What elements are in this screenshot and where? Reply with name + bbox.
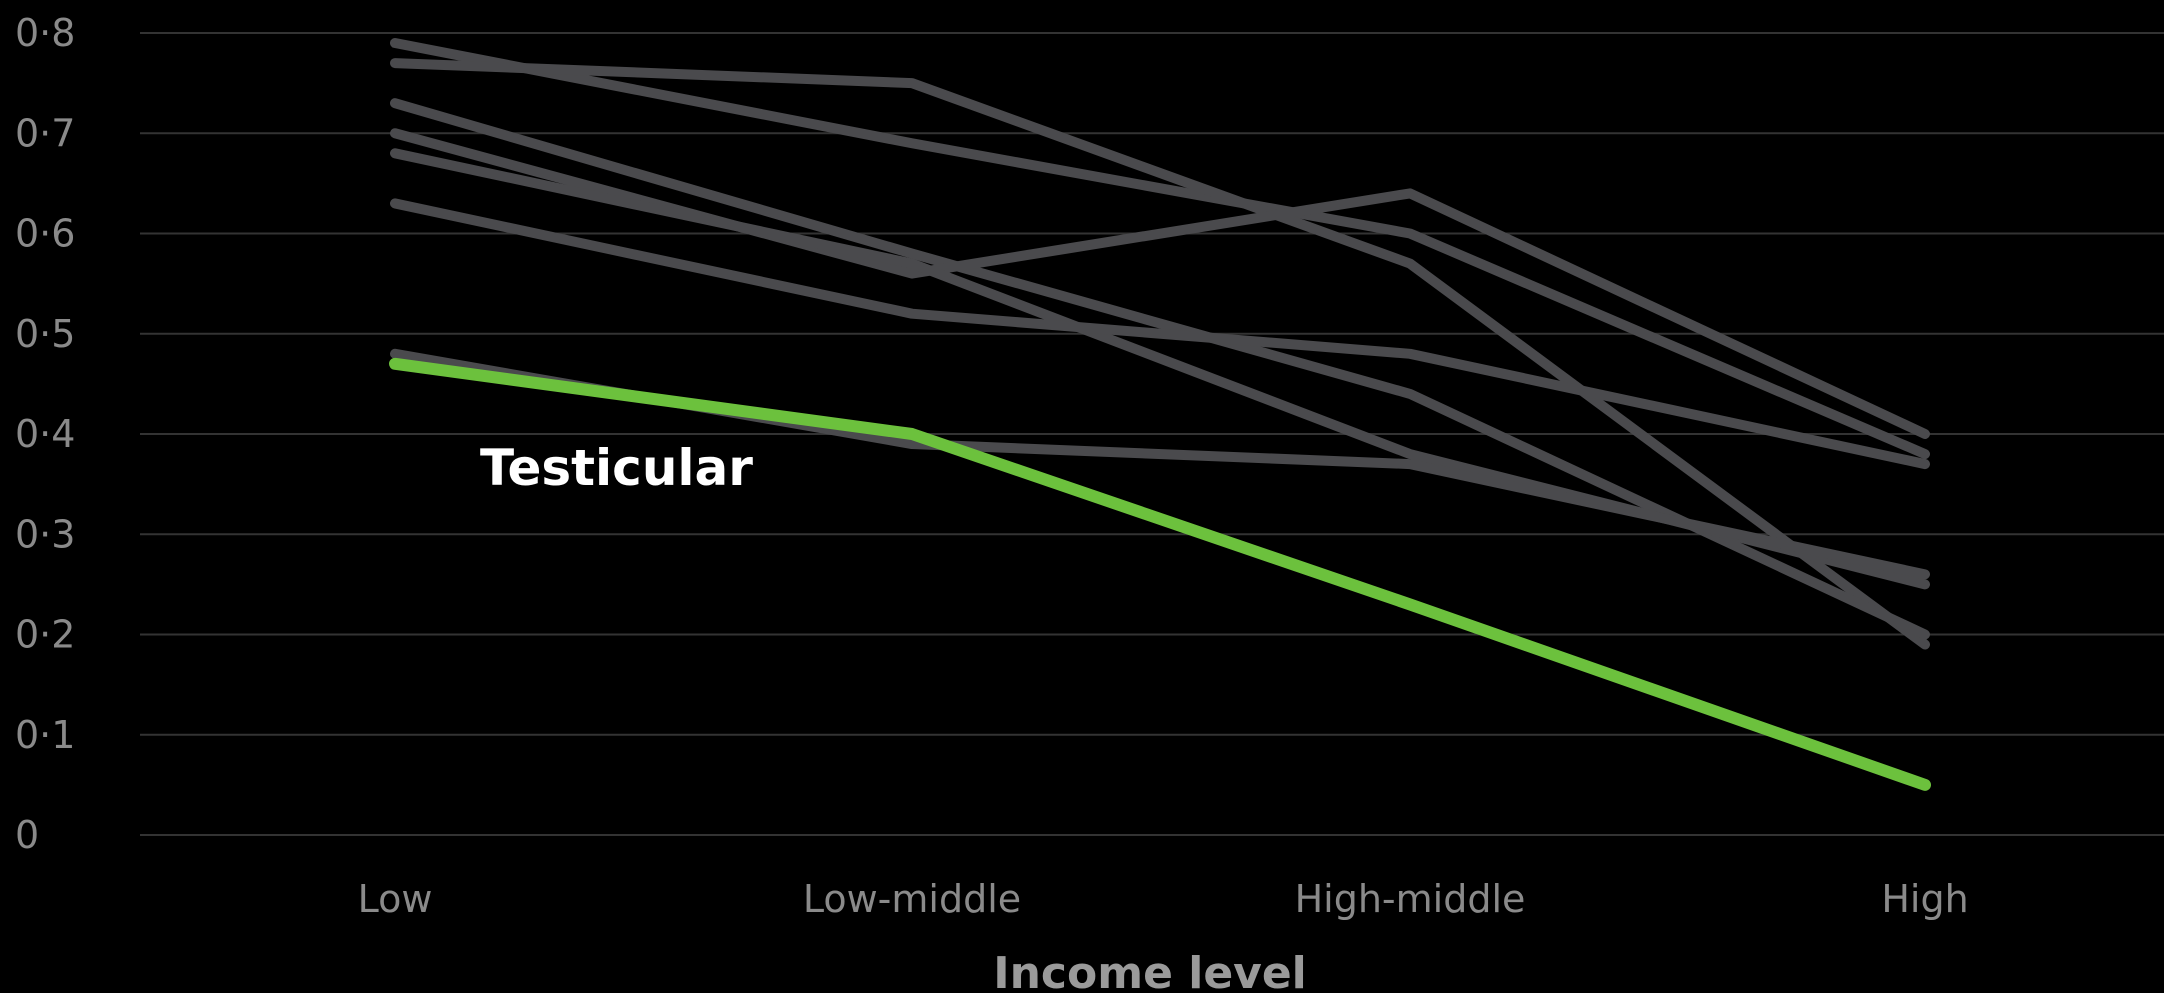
y-tick-label: 0·5 <box>15 312 75 356</box>
y-tick-label: 0·7 <box>15 111 75 155</box>
y-tick-label: 0 <box>15 813 39 857</box>
series-line-other <box>390 198 1930 470</box>
series-line-testicular <box>389 357 1931 791</box>
x-axis-ticks: Low Low-middle High-middle High <box>358 877 1969 921</box>
x-tick-label: Low-middle <box>803 877 1021 921</box>
y-tick-label: 0·3 <box>15 512 75 556</box>
x-tick-label: High-middle <box>1295 877 1526 921</box>
y-tick-label: 0·1 <box>15 713 75 757</box>
y-tick-label: 0·4 <box>15 412 75 456</box>
y-tick-label: 0·6 <box>15 212 75 256</box>
x-axis-title: Income level <box>993 948 1307 993</box>
series-line-other <box>390 38 1930 460</box>
series-line-other <box>390 58 1930 650</box>
annotation-testicular: Testicular <box>480 439 753 497</box>
grid-lines <box>140 32 2164 836</box>
series-lines <box>389 38 1931 791</box>
x-tick-label: Low <box>358 877 433 921</box>
y-tick-label: 0·8 <box>15 11 75 55</box>
y-tick-label: 0·2 <box>15 613 75 657</box>
x-tick-label: High <box>1881 877 1968 921</box>
y-axis-ticks: 0 0·1 0·2 0·3 0·4 0·5 0·6 0·7 0·8 <box>15 11 75 857</box>
series-line-other <box>390 98 1930 640</box>
